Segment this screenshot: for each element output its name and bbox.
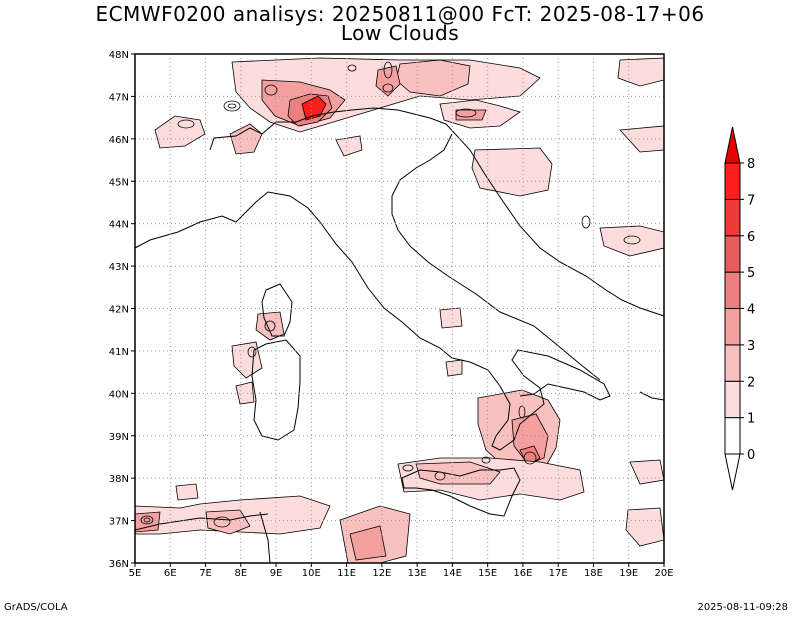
latitude-label: 37N <box>109 517 129 528</box>
longitude-label: 13E <box>408 568 427 579</box>
colorbar-label: 8 <box>747 157 755 172</box>
coastline-italy <box>134 191 611 451</box>
longitude-label: 20E <box>654 568 673 579</box>
coastline-sardinia <box>251 339 301 441</box>
latitude-label: 40N <box>109 389 129 400</box>
longitude-label: 18E <box>584 568 603 579</box>
colorbar-label: 5 <box>747 266 755 281</box>
colorbar-label: 1 <box>747 412 755 427</box>
map-plot-area <box>134 53 665 564</box>
colorbar-segment <box>724 417 741 455</box>
colorbar-segment <box>724 308 741 346</box>
longitude-label: 15E <box>478 568 497 579</box>
cloud-area-liguria <box>335 135 363 157</box>
colorbar-label: 3 <box>747 339 755 354</box>
latitude-label: 45N <box>109 177 129 188</box>
cloud-area-campania <box>445 359 463 377</box>
latitude-label: 41N <box>109 347 129 358</box>
cloud-area-ne <box>617 57 665 87</box>
latitude-labels: 48N 47N 46N 45N 44N 43N 42N 41N 40N 39N 38N 37N 36N <box>109 50 135 570</box>
longitude-label: 19E <box>619 568 638 579</box>
footer-timestamp: 2025-08-11-09:28 <box>697 602 788 613</box>
colorbar-segment <box>724 198 741 237</box>
colorbar-segment <box>724 162 741 200</box>
cloud-area-nw <box>154 115 206 149</box>
latitude-label: 48N <box>109 50 129 61</box>
colorbar-segment <box>724 235 741 273</box>
latitude-label: 47N <box>109 92 129 103</box>
colorbar-label: 0 <box>747 448 755 463</box>
longitude-label: 7E <box>199 568 212 579</box>
coastline-balkan <box>445 123 665 317</box>
longitude-label: 5E <box>129 568 142 579</box>
colorbar-segment <box>724 344 741 382</box>
colorbar-label: 4 <box>747 303 755 318</box>
longitude-label: 10E <box>302 568 321 579</box>
latitude-label: 42N <box>109 305 129 316</box>
footer-software-label: GrADS/COLA <box>4 602 68 613</box>
coastline-greece <box>639 391 665 401</box>
longitude-label: 9E <box>270 568 283 579</box>
colorbar-label: 7 <box>747 193 755 208</box>
cloud-area-strait-core <box>349 525 387 561</box>
cloud-area-east-tyrol <box>375 65 401 97</box>
cloud-area-slovenia-core <box>455 109 487 121</box>
colorbar-segment <box>724 380 741 419</box>
map-subtitle: Low Clouds <box>340 21 460 45</box>
cloud-shading <box>134 57 665 564</box>
colorbar: 0 1 2 3 4 5 6 7 8 <box>724 126 755 491</box>
latitude-label: 36N <box>109 559 129 570</box>
cloud-area-corsica <box>255 311 285 341</box>
latitude-label: 39N <box>109 432 129 443</box>
latitude-label: 38N <box>109 474 129 485</box>
cloud-area-alps-peak <box>301 95 327 121</box>
graticule <box>135 54 664 563</box>
longitude-labels: 5E 6E 7E 8E 9E 10E 11E 12E 13E 14E 15E 16E 17E 18E 19E… <box>129 563 674 579</box>
cloud-area-lazio <box>439 307 463 329</box>
cloud-area-algeria <box>175 483 199 501</box>
border-alps <box>209 107 447 151</box>
cloud-area-adriatic-north <box>471 147 553 197</box>
cloud-area-piedmont <box>229 123 263 155</box>
colorbar-label: 2 <box>747 375 755 390</box>
longitude-label: 16E <box>513 568 532 579</box>
coastline-sicily <box>401 467 521 517</box>
coastlines <box>134 107 665 564</box>
longitude-label: 14E <box>443 568 462 579</box>
latitude-label: 46N <box>109 135 129 146</box>
longitude-label: 11E <box>337 568 356 579</box>
latitude-label: 43N <box>109 262 129 273</box>
latitude-label: 44N <box>109 220 129 231</box>
longitude-label: 6E <box>164 568 177 579</box>
map-title: ECMWF0200 analisys: 20250811@00 FcT: 202… <box>95 2 705 26</box>
colorbar-arrow-low <box>724 453 741 491</box>
colorbar-label: 6 <box>747 230 755 245</box>
cloud-area-tunisia-core <box>205 509 251 535</box>
colorbar-segment <box>724 271 741 309</box>
colorbar-arrow-high <box>724 126 741 164</box>
coastline-adriatic <box>391 133 601 381</box>
longitude-label: 17E <box>549 568 568 579</box>
longitude-label: 8E <box>234 568 247 579</box>
coastline-corsica <box>261 283 293 337</box>
longitude-label: 12E <box>372 568 391 579</box>
coastline-tunisia <box>134 513 269 531</box>
cloud-area-ionian-e <box>625 507 665 547</box>
coastline-africa <box>259 511 271 564</box>
